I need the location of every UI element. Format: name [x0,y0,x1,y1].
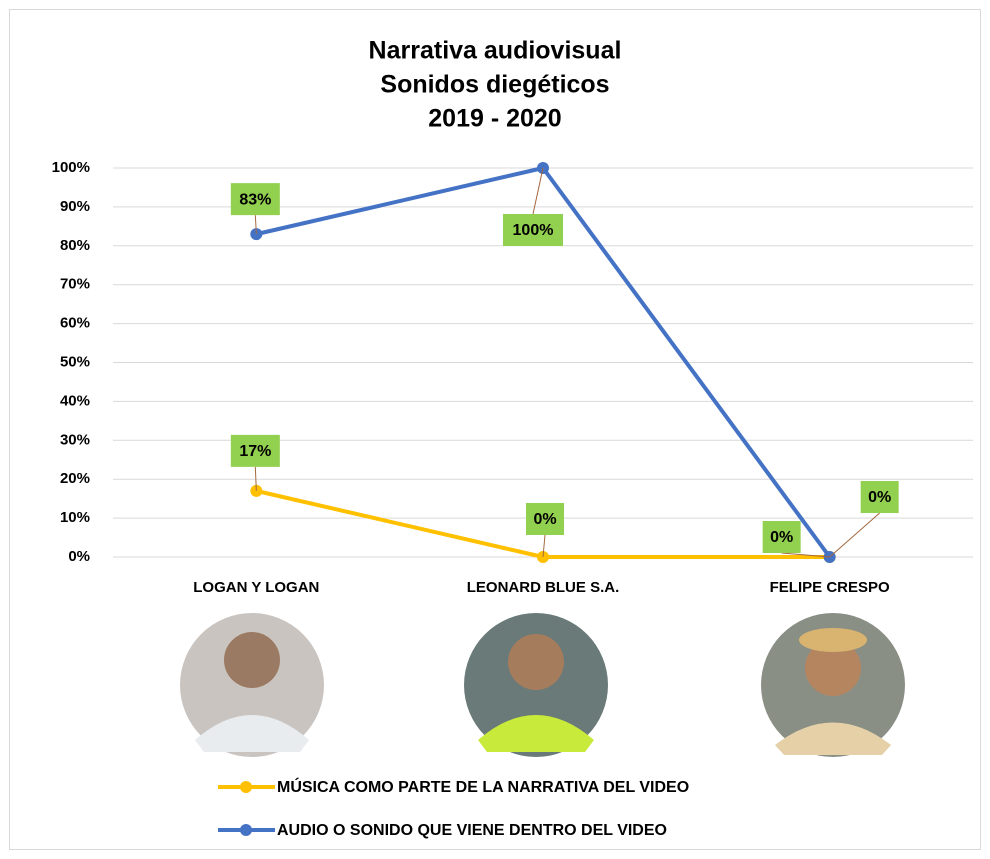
data-label: 0% [868,489,891,506]
y-tick-label: 30% [60,431,90,448]
x-tick-label: LOGAN Y LOGAN [193,579,319,596]
chart: Narrativa audiovisual Sonidos diegéticos 2… [0,0,990,859]
y-tick-label: 100% [52,159,90,176]
y-tick-label: 80% [60,237,90,254]
chart-title: Sonidos diegéticos [380,71,609,99]
data-label: 17% [239,443,271,460]
data-label: 0% [533,511,556,528]
photo-face [508,634,564,690]
x-tick-label: FELIPE CRESPO [770,579,890,596]
photo-face [224,632,280,688]
x-tick-label: LEONARD BLUE S.A. [467,579,620,596]
y-tick-label: 50% [60,353,90,370]
data-label: 83% [239,191,271,208]
y-tick-label: 70% [60,276,90,293]
y-tick-label: 20% [60,470,90,487]
data-label: 100% [513,222,554,239]
chart-title: Narrativa audiovisual [369,37,622,65]
data-label: 0% [770,529,793,546]
y-tick-label: 10% [60,509,90,526]
legend-marker [240,824,252,836]
y-tick-label: 90% [60,198,90,215]
legend-marker [240,781,252,793]
legend-label: AUDIO O SONIDO QUE VIENE DENTRO DEL VIDE… [277,822,667,839]
y-tick-label: 0% [68,548,90,565]
y-tick-label: 60% [60,315,90,332]
photos [180,613,905,757]
y-tick-label: 40% [60,392,90,409]
chart-title: 2019 - 2020 [428,105,561,133]
photo-hat [799,628,867,652]
legend-label: MÚSICA COMO PARTE DE LA NARRATIVA DEL VI… [277,777,689,796]
